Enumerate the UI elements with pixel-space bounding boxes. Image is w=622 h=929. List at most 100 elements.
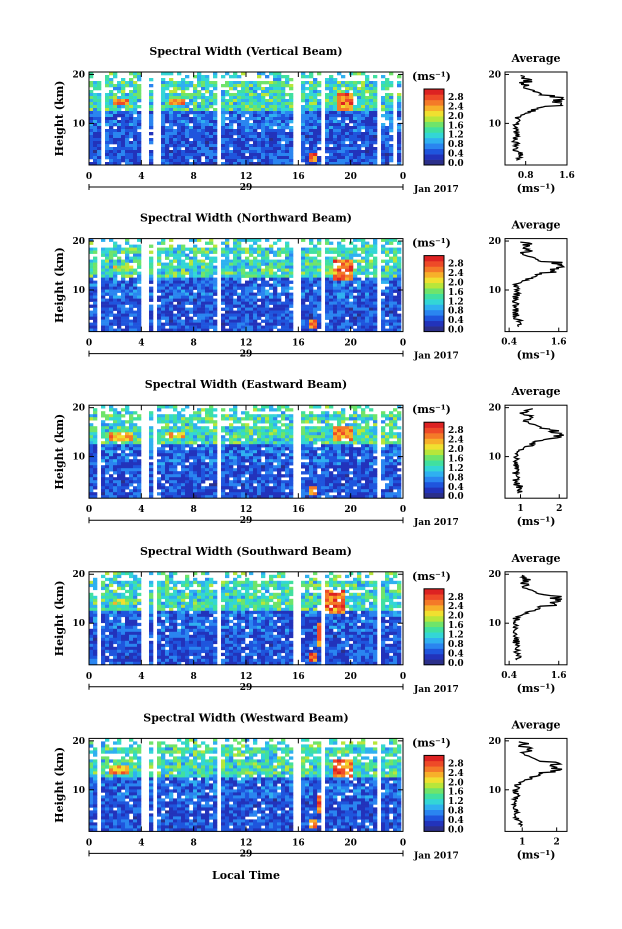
heatmap-cell bbox=[113, 274, 118, 278]
heatmap-cell bbox=[149, 117, 154, 121]
heatmap-cell bbox=[205, 408, 210, 412]
heatmap-cell bbox=[265, 426, 270, 430]
heatmap-cell bbox=[117, 316, 122, 320]
colorbar-tick-label: 0.0 bbox=[448, 326, 464, 336]
heatmap-cell bbox=[209, 144, 214, 148]
heatmap-cell bbox=[341, 292, 346, 296]
heatmap-cell bbox=[185, 132, 190, 136]
heatmap-cell bbox=[185, 328, 190, 332]
heatmap-cell bbox=[337, 72, 342, 76]
heatmap-cell bbox=[133, 459, 138, 463]
heatmap-cell bbox=[229, 81, 234, 85]
heatmap-cell bbox=[353, 153, 358, 157]
heatmap-cell bbox=[229, 286, 234, 290]
heatmap-cell bbox=[93, 483, 98, 487]
heatmap-cell bbox=[313, 81, 318, 85]
heatmap-cell bbox=[325, 274, 330, 278]
heatmap-cell bbox=[161, 108, 166, 112]
heatmap-cell bbox=[333, 108, 338, 112]
heatmap-cell bbox=[329, 313, 334, 317]
heatmap-cell bbox=[389, 159, 394, 163]
heatmap-cell bbox=[329, 132, 334, 136]
heatmap-cell bbox=[309, 298, 314, 302]
heatmap-cell bbox=[361, 295, 366, 299]
heatmap-cell bbox=[281, 283, 286, 287]
heatmap-cell bbox=[125, 462, 130, 466]
heatmap-cell bbox=[225, 123, 230, 127]
heatmap-cell bbox=[397, 144, 402, 148]
heatmap-cell bbox=[313, 141, 318, 145]
heatmap-cell bbox=[253, 271, 258, 275]
heatmap-cell bbox=[157, 432, 162, 436]
heatmap-cell bbox=[329, 129, 334, 133]
heatmap-cell bbox=[365, 325, 370, 329]
heatmap-cell bbox=[277, 126, 282, 130]
heatmap-cell bbox=[89, 417, 94, 421]
heatmap-cell bbox=[253, 447, 258, 451]
heatmap-cell bbox=[349, 262, 354, 266]
heatmap-cell bbox=[257, 117, 262, 121]
heatmap-cell bbox=[237, 114, 242, 118]
heatmap-cell bbox=[325, 280, 330, 284]
heatmap-cell bbox=[265, 247, 270, 251]
heatmap-cell bbox=[113, 156, 118, 160]
heatmap-cell bbox=[317, 325, 322, 329]
heatmap-cell bbox=[125, 447, 130, 451]
heatmap-cell bbox=[133, 280, 138, 284]
heatmap-cell bbox=[233, 156, 238, 160]
heatmap-cell bbox=[241, 96, 246, 100]
heatmap-cell bbox=[333, 120, 338, 124]
heatmap-cell bbox=[349, 310, 354, 314]
heatmap-cell bbox=[373, 256, 378, 260]
heatmap-cell bbox=[121, 144, 126, 148]
heatmap-cell bbox=[233, 72, 238, 76]
heatmap-cell bbox=[365, 120, 370, 124]
heatmap-cell bbox=[241, 441, 246, 445]
heatmap-cell bbox=[273, 96, 278, 100]
heatmap-cell bbox=[213, 72, 218, 76]
heatmap-cell bbox=[277, 277, 282, 281]
heatmap-cell bbox=[149, 474, 154, 478]
heatmap-cell bbox=[341, 286, 346, 290]
heatmap-cell bbox=[349, 307, 354, 311]
heatmap-cell bbox=[381, 238, 386, 242]
heatmap-cell bbox=[373, 135, 378, 139]
heatmap-cell bbox=[113, 432, 118, 436]
heatmap-cell bbox=[273, 304, 278, 308]
heatmap-cell bbox=[341, 307, 346, 311]
heatmap-cell bbox=[369, 147, 374, 151]
heatmap-cell bbox=[213, 304, 218, 308]
heatmap-cell bbox=[249, 450, 254, 454]
heatmap-cell bbox=[317, 108, 322, 112]
heatmap-cell bbox=[225, 147, 230, 151]
heatmap-cell bbox=[209, 456, 214, 460]
heatmap-cell bbox=[165, 271, 170, 275]
heatmap-cell bbox=[265, 310, 270, 314]
heatmap-cell bbox=[365, 298, 370, 302]
heatmap-cell bbox=[333, 111, 338, 115]
heatmap-cell bbox=[177, 126, 182, 130]
heatmap-cell bbox=[201, 444, 206, 448]
heatmap-cell bbox=[317, 292, 322, 296]
heatmap-cell bbox=[201, 319, 206, 323]
heatmap-cell bbox=[201, 265, 206, 269]
heatmap-cell bbox=[265, 93, 270, 97]
heatmap-cell bbox=[241, 322, 246, 326]
heatmap-cell bbox=[169, 81, 174, 85]
heatmap-cell bbox=[357, 132, 362, 136]
heatmap-cell bbox=[349, 286, 354, 290]
heatmap-cell bbox=[365, 162, 370, 166]
heatmap-cell bbox=[165, 96, 170, 100]
heatmap-cell bbox=[277, 441, 282, 445]
heatmap-cell bbox=[265, 456, 270, 460]
heatmap-cell bbox=[233, 435, 238, 439]
heatmap-cell bbox=[337, 108, 342, 112]
heatmap-cell bbox=[97, 105, 102, 109]
heatmap-cell bbox=[149, 483, 154, 487]
heatmap-cell bbox=[237, 310, 242, 314]
heatmap-cell bbox=[221, 84, 226, 88]
heatmap-cell bbox=[113, 459, 118, 463]
heatmap-cell bbox=[133, 111, 138, 115]
heatmap-cell bbox=[373, 153, 378, 157]
